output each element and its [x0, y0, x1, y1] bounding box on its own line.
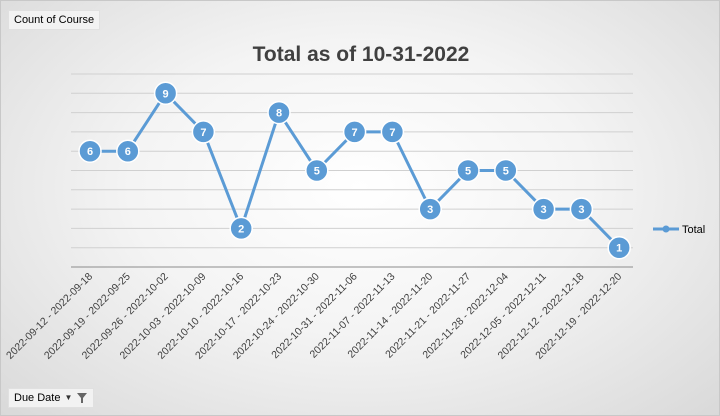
data-point	[569, 197, 594, 221]
data-label: 7	[200, 127, 206, 139]
chart-title: Total as of 10-31-2022	[253, 43, 470, 66]
data-label: 7	[352, 127, 358, 139]
data-label: 5	[465, 166, 471, 178]
data-point	[342, 120, 367, 144]
axis-field-label: Due Date	[14, 392, 61, 404]
data-label: 6	[87, 146, 93, 158]
data-point	[531, 197, 556, 221]
data-label: 5	[314, 166, 320, 178]
data-label: 6	[125, 146, 131, 158]
value-field-label: Count of Course	[14, 14, 95, 26]
data-label: 3	[578, 204, 584, 216]
data-point	[607, 235, 631, 260]
data-point	[116, 139, 140, 163]
data-point	[153, 81, 178, 106]
legend-marker	[662, 225, 670, 233]
data-point	[418, 197, 442, 221]
data-label: 8	[276, 108, 282, 120]
data-points: 6 6 9 7 2 8 5 7 7 3 5 5 3 3 1	[78, 81, 631, 260]
legend-label: Total	[682, 224, 705, 236]
data-point	[229, 216, 253, 241]
data-point	[191, 120, 216, 144]
data-point	[305, 158, 329, 183]
data-point	[456, 158, 480, 183]
data-label: 1	[616, 243, 622, 255]
data-point	[494, 158, 518, 183]
data-label: 3	[427, 204, 433, 216]
axis-field-button[interactable]: Due Date ▼	[8, 388, 95, 408]
legend: Total	[653, 224, 705, 236]
data-label: 9	[163, 88, 169, 100]
chevron-down-icon[interactable]: ▼	[64, 393, 73, 402]
data-label: 7	[389, 127, 395, 139]
data-label: 3	[541, 204, 547, 216]
value-field-button[interactable]: Count of Course	[8, 10, 101, 30]
data-point	[267, 100, 291, 125]
filter-icon[interactable]	[76, 392, 88, 404]
gridlines	[71, 73, 633, 249]
data-point	[380, 120, 405, 144]
data-point	[78, 139, 102, 163]
data-label: 2	[238, 223, 244, 235]
data-label: 5	[503, 166, 509, 178]
